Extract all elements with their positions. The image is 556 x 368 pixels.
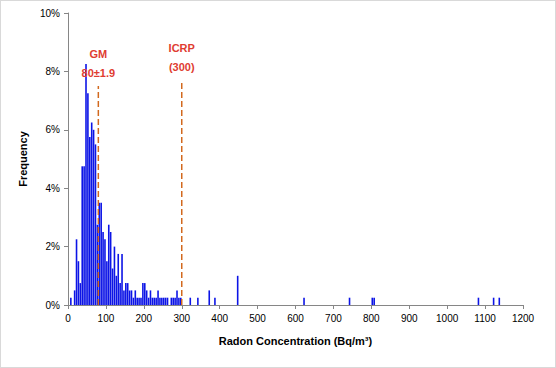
svg-text:1100: 1100: [474, 313, 496, 324]
svg-text:ICRP: ICRP: [169, 42, 195, 54]
svg-text:0%: 0%: [46, 300, 61, 311]
svg-text:800: 800: [363, 313, 380, 324]
svg-text:4%: 4%: [46, 183, 61, 194]
svg-text:8%: 8%: [46, 66, 61, 77]
svg-text:10%: 10%: [40, 8, 60, 19]
svg-text:Frequency: Frequency: [17, 130, 29, 187]
svg-text:Radon Concentration (Bq/m³): Radon Concentration (Bq/m³): [219, 335, 373, 347]
svg-text:600: 600: [287, 313, 304, 324]
svg-text:200: 200: [135, 313, 152, 324]
svg-text:300: 300: [173, 313, 190, 324]
svg-text:400: 400: [211, 313, 228, 324]
svg-text:0: 0: [65, 313, 71, 324]
svg-text:2%: 2%: [46, 241, 61, 252]
svg-text:80±1.9: 80±1.9: [82, 67, 116, 79]
svg-text:900: 900: [401, 313, 418, 324]
svg-text:700: 700: [325, 313, 342, 324]
svg-text:500: 500: [249, 313, 266, 324]
svg-text:GM: GM: [89, 48, 107, 60]
svg-text:1200: 1200: [512, 313, 535, 324]
svg-text:100: 100: [98, 313, 115, 324]
svg-text:1000: 1000: [436, 313, 459, 324]
svg-text:(300): (300): [169, 61, 195, 73]
svg-text:6%: 6%: [46, 124, 61, 135]
